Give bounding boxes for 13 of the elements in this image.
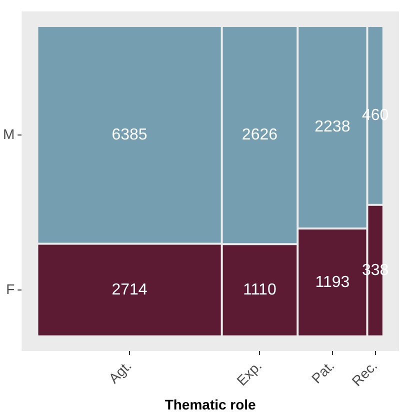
series-label: F: [6, 280, 15, 297]
data-label: 2238: [314, 118, 350, 136]
category-label: Rec.: [348, 357, 380, 390]
data-label: 1193: [315, 274, 350, 291]
data-label: 1110: [243, 282, 276, 299]
category-label: Pat.: [308, 357, 338, 386]
data-label: 6385: [112, 126, 148, 144]
data-label: 2714: [112, 281, 148, 298]
category-label: Agt.: [105, 357, 134, 386]
series-label: M: [2, 126, 15, 142]
data-label: 2626: [242, 126, 278, 144]
category-label: Exp.: [233, 357, 265, 389]
text: Thematic role: [164, 396, 256, 412]
